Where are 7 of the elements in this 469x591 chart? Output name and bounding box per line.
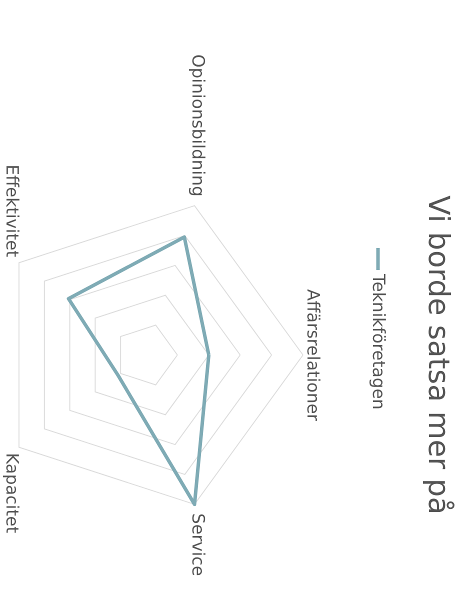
- spoke-label: Service: [187, 513, 208, 576]
- spoke-label: Effektivitet: [1, 164, 22, 258]
- spoke-label: Affärsrelationer: [302, 289, 322, 421]
- legend-label: Teknikföretagen: [368, 273, 388, 410]
- spoke-label: Kapacitet: [1, 452, 22, 534]
- spoke-label: Opinionsbildning: [187, 54, 208, 197]
- text: Vi borde satsa mer på: [422, 195, 456, 515]
